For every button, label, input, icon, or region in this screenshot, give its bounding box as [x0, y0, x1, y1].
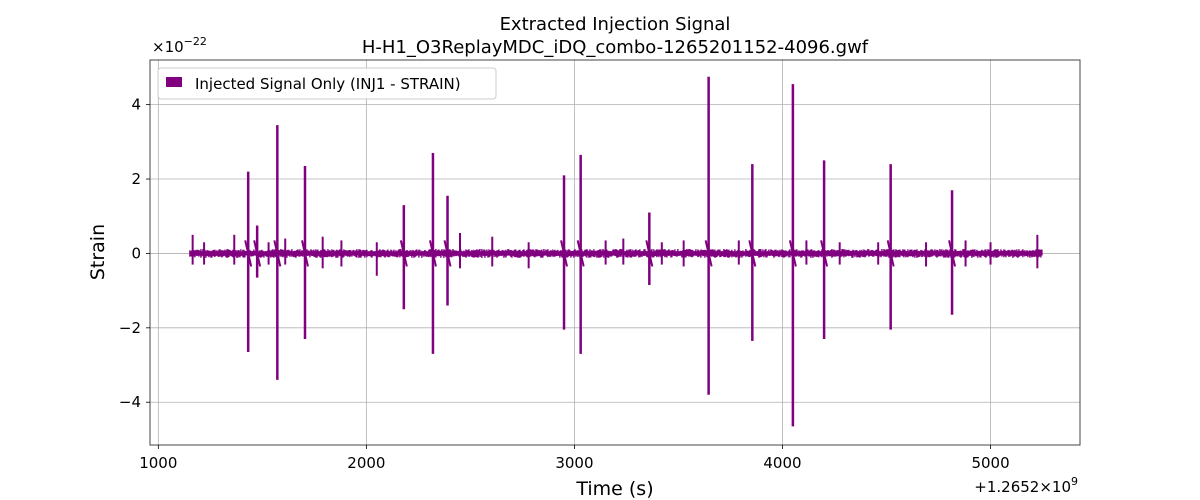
- spike-base: [788, 240, 797, 267]
- spike-base: [748, 240, 757, 267]
- legend: Injected Signal Only (INJ1 - STRAIN): [157, 67, 497, 100]
- spike-base: [443, 240, 452, 267]
- y-axis-label: Strain: [87, 224, 109, 280]
- spike-base: [886, 240, 895, 267]
- x-tick-label: 2000: [347, 454, 385, 472]
- legend-swatch: [166, 77, 182, 87]
- axis-ticks: 1000 2000 3000 4000 5000 −4 −2 0 2 4: [119, 96, 1010, 472]
- x-tick-label: 1000: [139, 454, 177, 472]
- x-tick-label: 4000: [763, 454, 801, 472]
- noise-band: [189, 249, 1043, 258]
- y-scale-factor: ×10−22: [152, 35, 207, 56]
- x-offset-label: +1.2652×109: [974, 475, 1078, 496]
- spike-base: [948, 240, 957, 267]
- y-tick-label: 0: [131, 244, 141, 262]
- chart-subtitle: H-H1_O3ReplayMDC_iDQ_combo-1265201152-40…: [362, 37, 869, 58]
- spike-base: [273, 240, 282, 267]
- y-tick-label: 4: [131, 96, 141, 114]
- spike-base: [576, 240, 585, 267]
- spike-base: [645, 240, 654, 267]
- spike-base: [253, 240, 262, 267]
- spike-base: [428, 240, 437, 267]
- x-axis-label: Time (s): [575, 478, 653, 500]
- spike-base: [560, 240, 569, 267]
- spike-base: [399, 240, 408, 267]
- spike-base: [820, 240, 829, 267]
- legend-box: [157, 67, 497, 100]
- legend-label: Injected Signal Only (INJ1 - STRAIN): [195, 75, 461, 93]
- y-tick-label: −2: [119, 319, 141, 337]
- y-tick-label: −4: [119, 393, 141, 411]
- x-tick-label: 5000: [971, 454, 1009, 472]
- spike-base: [704, 240, 713, 267]
- axes-frame: [149, 59, 1081, 446]
- spike-base: [244, 240, 253, 267]
- series-injected-signal: [189, 76, 1043, 427]
- chart-title: Extracted Injection Signal: [500, 14, 731, 35]
- x-tick-label: 3000: [555, 454, 593, 472]
- y-tick-label: 2: [131, 170, 141, 188]
- spike-base: [301, 240, 309, 267]
